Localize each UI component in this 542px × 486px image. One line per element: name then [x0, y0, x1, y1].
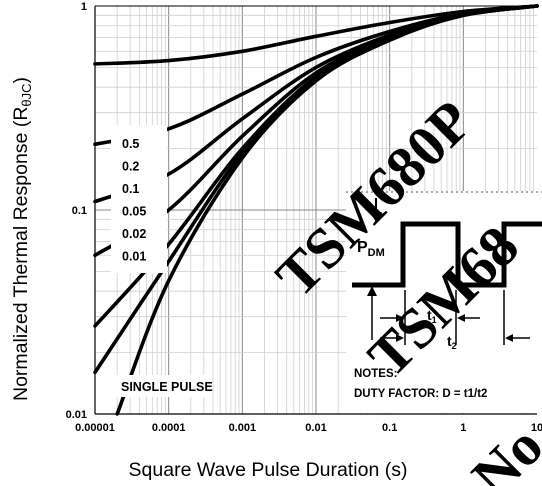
t2-arrow-head-right: [505, 334, 513, 342]
x-tick-label: 0.00001: [75, 422, 115, 434]
legend-entry: 0.1: [122, 182, 139, 196]
y-tick-label: 1: [81, 1, 87, 13]
y-tick-label: 0.01: [66, 409, 87, 421]
t1-arrow-head: [396, 314, 404, 322]
x-tick-label: 0.1: [382, 422, 397, 434]
legend-entry: 0.2: [122, 160, 139, 174]
pdm-label: PDM: [357, 239, 385, 259]
series-line-single-pulse: [115, 4, 539, 416]
x-tick-labels: 0.00001 0.0001 0.001 0.01 0.1 1 10: [75, 422, 542, 434]
y-tick-labels: 0.01 0.1 1: [66, 1, 87, 421]
watermark-line-3: No: [459, 413, 542, 486]
t2-arrow-head: [396, 334, 404, 342]
x-tick-label: 10: [531, 422, 542, 434]
x-tick-label: 1: [460, 422, 466, 434]
series-line-0-5: [93, 4, 539, 66]
notes-title: NOTES:: [354, 368, 397, 380]
pdm-arrow-lower-head: [367, 286, 377, 296]
x-tick-label: 0.001: [229, 422, 257, 434]
t1-arrow-head-right: [457, 314, 465, 322]
legend: 0.5 0.2 0.1 0.05 0.02 0.01: [122, 137, 146, 264]
legend-entry: 0.05: [122, 205, 146, 219]
single-pulse-label: SINGLE PULSE: [121, 380, 213, 394]
plot-series: [93, 4, 539, 416]
pdm-arrow-head: [370, 212, 382, 222]
y-tick-label: 0.1: [72, 205, 87, 217]
x-axis-label: Square Wave Pulse Duration (s): [129, 459, 408, 481]
t1-label: t1: [427, 307, 437, 325]
single-pulse-label-bg: [112, 375, 210, 397]
y-axis-label: Normalized Thermal Response (RθJC): [10, 77, 34, 401]
plot-axes: [94, 6, 537, 415]
inset-background: [346, 191, 542, 413]
legend-entry: 0.02: [122, 227, 146, 241]
x-tick-label: 0.01: [305, 422, 326, 434]
x-tick-label: 0.0001: [152, 422, 186, 434]
t2-label: t2: [447, 333, 457, 351]
legend-entry: 0.01: [122, 250, 146, 264]
pulse-waveform: [352, 221, 542, 288]
notes-duty-factor: DUTY FACTOR: D = t1/t2: [354, 388, 487, 400]
duty-cycle-inset: PDM t1 t2 NOTES: DUTY FACTOR: D = t1/t2: [346, 191, 542, 413]
legend-entry: 0.5: [122, 137, 139, 151]
legend-panel: [111, 125, 167, 273]
